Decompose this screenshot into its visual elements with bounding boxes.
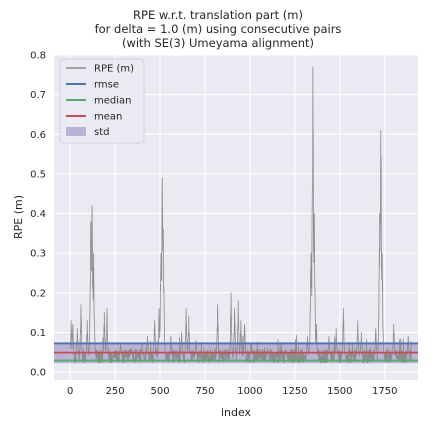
y-tick-label: 0.1 bbox=[30, 328, 46, 339]
legend-label-std: std bbox=[94, 127, 109, 138]
x-tick-label: 250 bbox=[106, 386, 125, 397]
x-axis-label: index bbox=[221, 406, 252, 419]
y-axis-label: RPE (m) bbox=[12, 195, 25, 239]
stat-lines-layer bbox=[54, 342, 418, 362]
title-line-3: (with SE(3) Umeyama alignment) bbox=[122, 36, 314, 50]
x-tick-label: 500 bbox=[151, 386, 170, 397]
y-tick-label: 0.4 bbox=[30, 209, 46, 220]
y-tick-label: 0.3 bbox=[30, 249, 46, 260]
tick-labels: 0 250 500 750 1000 1250 1500 1750 0.0 0.1 0.2 0.3 0.… bbox=[30, 51, 397, 398]
legend: RPE (m) rmse median mean std bbox=[59, 58, 145, 144]
legend-label-mean: mean bbox=[94, 112, 122, 123]
y-tick-label: 0.2 bbox=[30, 288, 46, 299]
x-tick-label: 1500 bbox=[327, 386, 352, 397]
x-tick-label: 1000 bbox=[237, 386, 262, 397]
legend-frame bbox=[59, 58, 145, 144]
rpe-series-line bbox=[69, 66, 412, 364]
grid bbox=[54, 54, 418, 380]
x-tick-label: 0 bbox=[67, 386, 73, 397]
x-tick-label: 1250 bbox=[282, 386, 307, 397]
title-line-2: for delta = 1.0 (m) using consecutive pa… bbox=[95, 22, 342, 36]
series-layer bbox=[69, 66, 412, 364]
legend-label-rpe: RPE (m) bbox=[94, 64, 134, 75]
x-tick-label: 750 bbox=[195, 386, 214, 397]
title-line-1: RPE w.r.t. translation part (m) bbox=[133, 8, 303, 22]
legend-label-median: median bbox=[94, 96, 132, 107]
y-tick-label: 0.6 bbox=[30, 130, 46, 141]
chart-title: RPE w.r.t. translation part (m) for delt… bbox=[95, 8, 342, 50]
y-tick-label: 0.5 bbox=[30, 169, 46, 180]
legend-label-rmse: rmse bbox=[94, 80, 119, 91]
x-tick-label: 1750 bbox=[372, 386, 397, 397]
y-tick-label: 0.0 bbox=[30, 368, 46, 379]
y-tick-label: 0.8 bbox=[30, 51, 46, 62]
legend-swatch-std bbox=[66, 127, 86, 136]
y-tick-label: 0.7 bbox=[30, 90, 46, 101]
